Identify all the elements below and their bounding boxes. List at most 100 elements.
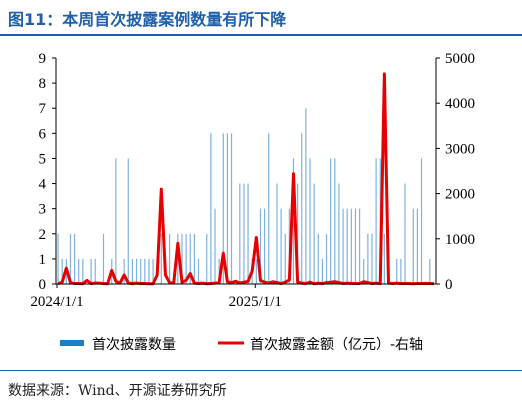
bar: [90, 258, 92, 284]
bar: [185, 233, 187, 284]
bar: [284, 233, 286, 284]
bar: [115, 158, 117, 284]
chart-title: 图11：本周首次披露案例数量有所下降: [8, 10, 287, 29]
bar: [321, 258, 324, 284]
bar: [420, 158, 423, 284]
left-tick-label: 6: [39, 126, 47, 142]
source-note: 数据来源：Wind、开源证券研究所: [8, 383, 227, 399]
right-tick-label: 0: [445, 277, 453, 293]
bar: [168, 233, 171, 284]
bar: [383, 233, 385, 284]
legend-line-label: 首次披露金额（亿元）-右轴: [250, 337, 423, 353]
bar: [338, 183, 340, 284]
bar: [325, 233, 328, 284]
bar: [301, 133, 303, 284]
legend-bar-label: 首次披露数量: [92, 337, 176, 353]
left-tick-label: 5: [39, 151, 47, 167]
bar: [210, 133, 212, 284]
left-tick-label: 1: [39, 252, 47, 268]
bar: [78, 258, 80, 284]
right-tick-label: 3000: [445, 141, 475, 157]
bar: [309, 158, 311, 284]
bar: [371, 233, 373, 284]
bar: [292, 158, 295, 284]
source-rule: [0, 370, 522, 371]
bar: [400, 258, 402, 284]
bar: [268, 133, 270, 284]
bar: [226, 133, 229, 284]
left-tick-label: 9: [39, 51, 47, 67]
bar: [148, 258, 150, 284]
bar: [197, 258, 200, 284]
right-tick-label: 1000: [445, 232, 475, 248]
bar: [102, 233, 105, 284]
bar: [297, 183, 299, 284]
x-tick-label: 2024/1/1: [30, 294, 83, 310]
legend: 首次披露数量 首次披露金额（亿元）-右轴: [60, 337, 423, 353]
bar: [73, 233, 76, 284]
bar: [429, 258, 431, 284]
bar: [152, 258, 154, 284]
chart-area: 0 1 2 3 4 5 6 7 8 9 0 1000 2000 3000 4000 5000 2024/1/…: [30, 51, 475, 353]
bar: [206, 233, 208, 284]
left-tick-label: 2: [39, 227, 47, 243]
bar: [334, 158, 336, 284]
bar: [330, 158, 332, 284]
bar: [255, 258, 257, 284]
bar: [263, 208, 266, 284]
bar: [214, 208, 216, 284]
bar: [189, 233, 191, 284]
bar: [239, 183, 241, 284]
left-tick-label: 3: [39, 202, 47, 218]
bar: [375, 158, 377, 284]
bar: [222, 133, 224, 284]
bar: [82, 258, 84, 284]
title-rule: [0, 34, 522, 36]
bar: [317, 233, 319, 284]
bar: [367, 233, 369, 284]
bar: [218, 258, 220, 284]
bar: [177, 233, 179, 284]
amount-line: [57, 72, 435, 286]
bar: [363, 258, 365, 284]
bar: [123, 258, 125, 284]
bar: [69, 233, 72, 284]
bar: [144, 258, 146, 284]
bar: [94, 258, 96, 284]
bar: [61, 258, 63, 284]
bar: [131, 258, 134, 284]
right-axis-ticks: 0 1000 2000 3000 4000 5000: [436, 51, 475, 293]
bar: [342, 208, 344, 284]
bar-series: [57, 108, 431, 284]
right-tick-label: 2000: [445, 187, 475, 203]
bar: [412, 208, 414, 284]
left-axis-ticks: 0 1 2 3 4 5 6 7 8 9: [39, 51, 56, 293]
bar: [230, 133, 233, 284]
bar: [354, 208, 357, 284]
bar: [280, 208, 282, 284]
left-tick-label: 4: [39, 177, 47, 193]
bar: [350, 208, 352, 284]
x-tick-label: 2025/1/1: [229, 294, 282, 310]
bar: [416, 208, 419, 284]
right-tick-label: 5000: [445, 51, 475, 67]
bar: [404, 183, 406, 284]
bar: [127, 158, 129, 284]
bar: [259, 208, 262, 284]
x-axis-ticks: 2024/1/1 2025/1/1: [30, 284, 282, 310]
bar: [305, 108, 307, 284]
bar: [396, 258, 398, 284]
left-tick-label: 8: [39, 76, 47, 92]
bar: [140, 258, 142, 284]
bar: [135, 258, 138, 284]
bar: [193, 233, 195, 284]
bar: [57, 233, 59, 284]
left-tick-label: 7: [39, 101, 47, 117]
bar: [313, 183, 315, 284]
bar: [276, 183, 278, 284]
bar: [358, 208, 361, 284]
right-tick-label: 4000: [445, 96, 475, 112]
bar: [160, 233, 162, 284]
bar: [243, 183, 245, 284]
bar: [346, 208, 348, 284]
